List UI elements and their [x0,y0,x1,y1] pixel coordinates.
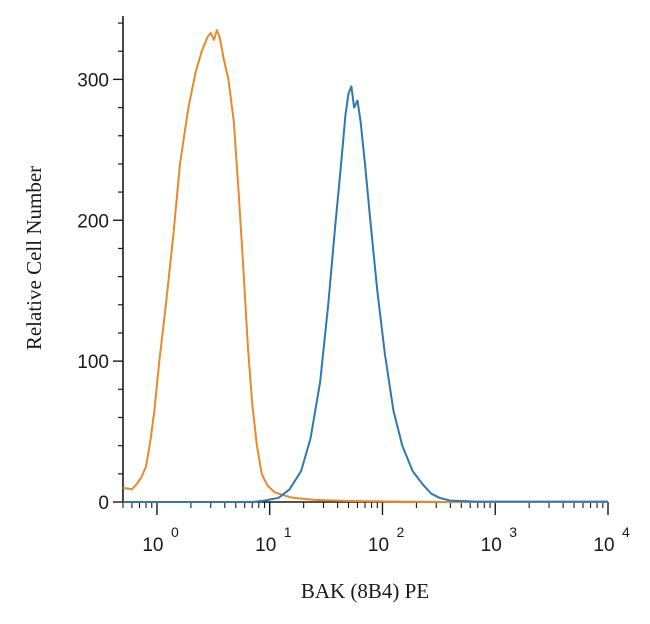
y-tick-label: 0 [98,493,109,514]
x-tick-exponent: 4 [622,524,630,540]
x-tick-label: 10 [593,535,614,556]
x-tick-exponent: 1 [284,524,292,540]
y-tick-label: 200 [77,211,109,232]
x-tick-label: 10 [255,535,276,556]
x-tick-label: 10 [481,535,502,556]
x-tick-exponent: 2 [396,524,404,540]
y-tick-label: 100 [77,352,109,373]
x-axis-title: BAK (8B4) PE [301,579,429,603]
x-tick-label: 10 [368,535,389,556]
x-tick-exponent: 0 [171,524,179,540]
x-tick-exponent: 3 [509,524,517,540]
x-tick-label: 10 [142,535,163,556]
y-axis-title: Relative Cell Number [22,166,46,350]
y-tick-label: 300 [77,70,109,91]
series-line-2 [123,85,608,503]
series-line-1 [122,29,608,503]
